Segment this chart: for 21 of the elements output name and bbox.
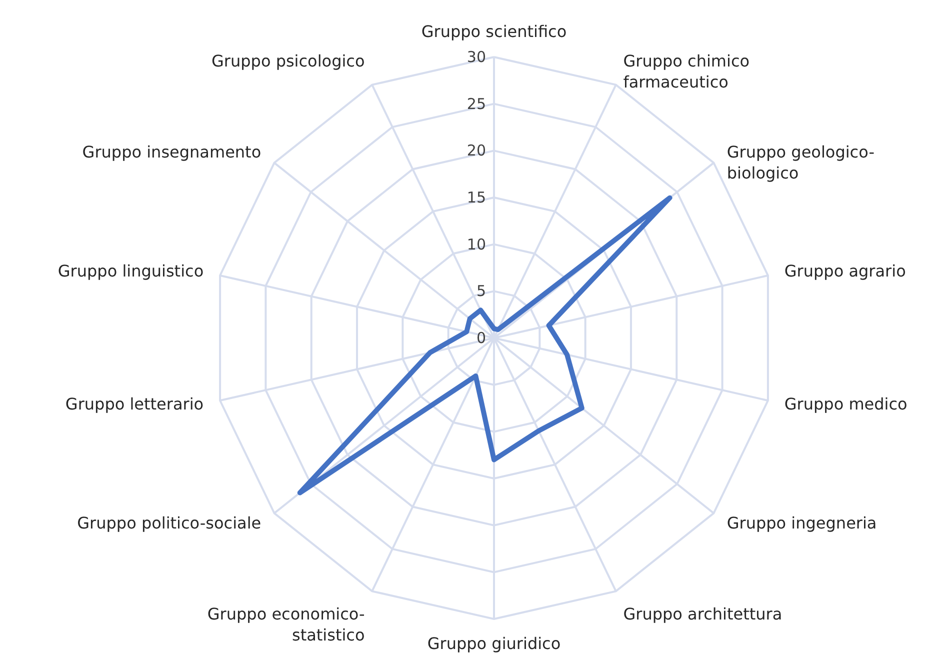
spoke-label: Gruppo medico <box>784 394 908 414</box>
y-tick-label: 0 <box>476 329 486 347</box>
y-tick-label: 30 <box>466 48 486 66</box>
spoke-label: Gruppo psicologico <box>212 52 365 71</box>
spoke-label: Gruppo agrario <box>784 262 906 281</box>
spoke-label: Gruppo economico-statistico <box>207 604 365 644</box>
y-tick-label: 25 <box>466 94 486 113</box>
spoke-label: Gruppo architettura <box>623 604 782 624</box>
spoke-label: Gruppo giuridico <box>427 634 561 653</box>
y-tick-label: 15 <box>466 188 486 206</box>
spoke-label: Gruppo ingegneria <box>726 514 877 533</box>
y-tick-label: 20 <box>466 142 486 160</box>
y-tick-label: 10 <box>466 235 486 254</box>
spoke-label: Gruppo geologico-biologico <box>726 142 874 182</box>
spoke-label: Gruppo chimico farmaceutico <box>623 52 750 92</box>
spoke-label: Gruppo linguistico <box>58 262 204 281</box>
spoke-label: Gruppo insegnamento <box>82 142 262 162</box>
spoke-label: Gruppo politico-sociale <box>77 514 262 533</box>
spoke-label: Gruppo scientifico <box>421 22 567 42</box>
spoke-label: Gruppo letterario <box>65 394 204 414</box>
y-tick-label: 5 <box>476 282 486 300</box>
